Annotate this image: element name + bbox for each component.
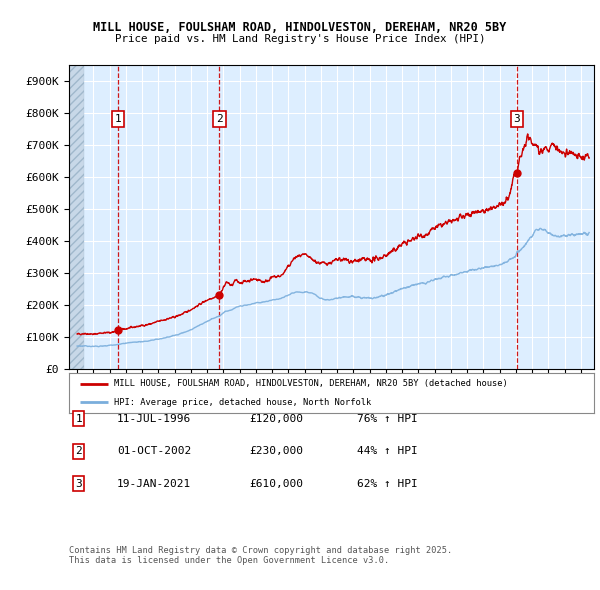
Text: 01-OCT-2002: 01-OCT-2002 (117, 447, 191, 456)
Bar (69, 65, 84, 369)
Text: 3: 3 (514, 114, 520, 124)
Text: 44% ↑ HPI: 44% ↑ HPI (357, 447, 418, 456)
Text: Contains HM Land Registry data © Crown copyright and database right 2025.
This d: Contains HM Land Registry data © Crown c… (69, 546, 452, 565)
Text: 2: 2 (75, 447, 82, 456)
Text: 1: 1 (115, 114, 122, 124)
Text: £120,000: £120,000 (249, 414, 303, 424)
Text: HPI: Average price, detached house, North Norfolk: HPI: Average price, detached house, Nort… (113, 398, 371, 407)
Text: 1: 1 (75, 414, 82, 424)
Text: 2: 2 (216, 114, 223, 124)
Text: MILL HOUSE, FOULSHAM ROAD, HINDOLVESTON, DEREHAM, NR20 5BY: MILL HOUSE, FOULSHAM ROAD, HINDOLVESTON,… (94, 21, 506, 34)
Text: Price paid vs. HM Land Registry's House Price Index (HPI): Price paid vs. HM Land Registry's House … (115, 34, 485, 44)
Text: 76% ↑ HPI: 76% ↑ HPI (357, 414, 418, 424)
Text: 3: 3 (75, 479, 82, 489)
Text: 62% ↑ HPI: 62% ↑ HPI (357, 479, 418, 489)
Text: MILL HOUSE, FOULSHAM ROAD, HINDOLVESTON, DEREHAM, NR20 5BY (detached house): MILL HOUSE, FOULSHAM ROAD, HINDOLVESTON,… (113, 379, 508, 388)
Text: £230,000: £230,000 (249, 447, 303, 456)
Text: 19-JAN-2021: 19-JAN-2021 (117, 479, 191, 489)
Text: £610,000: £610,000 (249, 479, 303, 489)
Text: 11-JUL-1996: 11-JUL-1996 (117, 414, 191, 424)
